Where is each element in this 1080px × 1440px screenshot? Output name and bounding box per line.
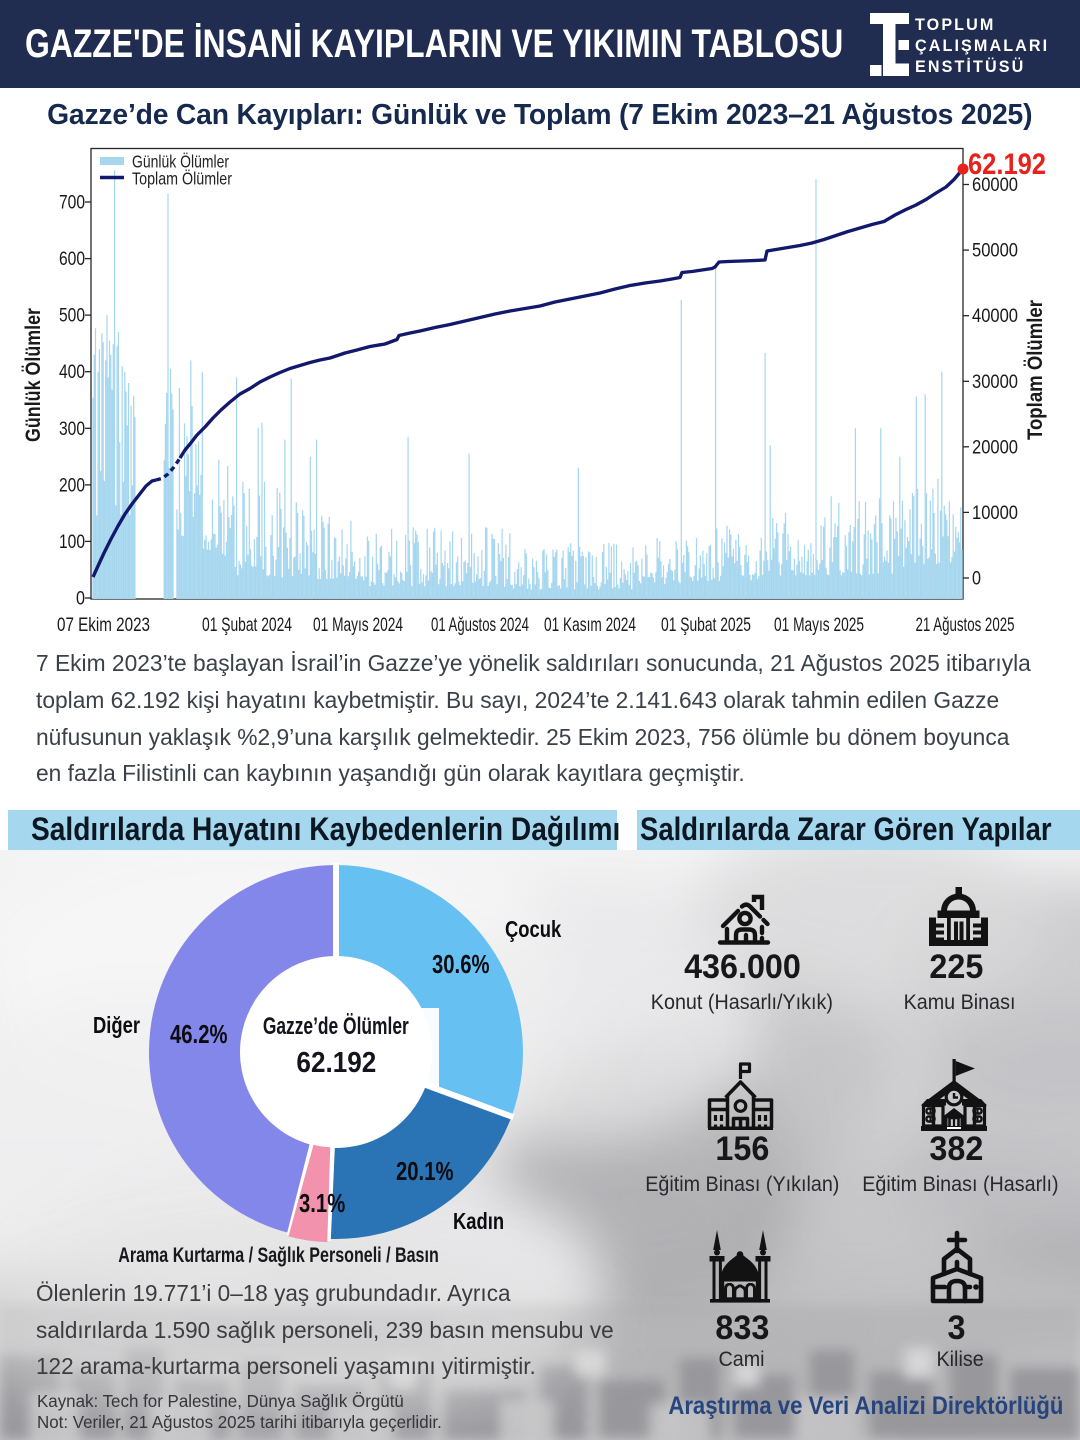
svg-text:400: 400 (59, 362, 85, 383)
svg-text:40000: 40000 (972, 306, 1018, 327)
svg-text:0: 0 (76, 589, 85, 610)
svg-text:01 Kasım 2024: 01 Kasım 2024 (544, 614, 636, 636)
svg-text:10000: 10000 (972, 503, 1018, 524)
svg-text:01 Şubat 2025: 01 Şubat 2025 (661, 614, 751, 636)
svg-text:500: 500 (59, 306, 85, 327)
svg-text:300: 300 (59, 419, 85, 440)
svg-text:Günlük Ölümler: Günlük Ölümler (22, 308, 45, 442)
svg-text:62.192: 62.192 (968, 148, 1046, 181)
svg-text:Toplam Ölümler: Toplam Ölümler (1024, 300, 1047, 440)
svg-text:21 Ağustos 2025: 21 Ağustos 2025 (916, 614, 1015, 636)
svg-text:50000: 50000 (972, 241, 1018, 262)
svg-text:700: 700 (59, 193, 85, 214)
svg-text:20000: 20000 (972, 437, 1018, 458)
svg-text:01 Şubat 2024: 01 Şubat 2024 (202, 614, 292, 636)
svg-text:01 Mayıs 2025: 01 Mayıs 2025 (774, 614, 864, 636)
svg-text:07 Ekim 2023: 07 Ekim 2023 (57, 614, 150, 636)
svg-text:100: 100 (59, 532, 85, 553)
svg-text:Günlük Ölümler: Günlük Ölümler (132, 152, 229, 172)
svg-text:01 Ağustos 2024: 01 Ağustos 2024 (431, 614, 529, 636)
svg-text:60000: 60000 (972, 175, 1018, 196)
svg-text:600: 600 (59, 249, 85, 270)
svg-text:200: 200 (59, 475, 85, 496)
svg-text:Toplam Ölümler: Toplam Ölümler (132, 169, 232, 189)
svg-text:01 Mayıs 2024: 01 Mayıs 2024 (313, 614, 403, 636)
svg-text:0: 0 (972, 569, 981, 590)
svg-text:30000: 30000 (972, 372, 1018, 393)
